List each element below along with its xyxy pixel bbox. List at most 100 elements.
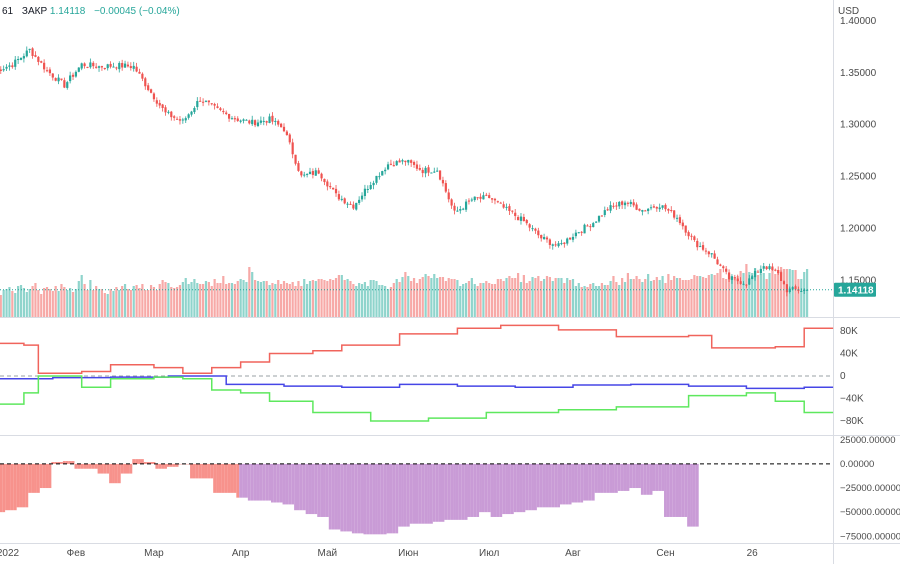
histogram-bar	[658, 463, 662, 491]
volume-bar	[777, 272, 780, 317]
candle-body	[736, 278, 739, 282]
volume-bar	[438, 277, 442, 317]
volume-bar	[384, 286, 387, 317]
volume-bars	[0, 264, 809, 317]
volume-bar	[193, 279, 196, 317]
histogram-bar	[380, 463, 384, 535]
histogram-bar	[481, 463, 485, 513]
volume-bar	[456, 280, 459, 317]
histogram-bar	[542, 463, 546, 508]
volume-bar	[236, 281, 239, 317]
histogram-bar	[57, 462, 61, 464]
candle-body	[291, 142, 294, 155]
volume-bar	[196, 283, 199, 317]
cot-tick-label: 80K	[840, 326, 858, 337]
candle-body	[22, 56, 25, 59]
volume-bar	[427, 276, 430, 317]
histogram-bar	[262, 463, 266, 501]
candle-body	[83, 63, 86, 67]
candle-body	[149, 89, 153, 93]
volume-bar	[123, 284, 127, 317]
volume-bar	[615, 282, 618, 317]
histogram-bar	[661, 463, 665, 491]
volume-bar	[655, 277, 658, 317]
histogram-bar	[198, 463, 202, 479]
candle-body	[297, 163, 300, 171]
volume-bar	[531, 277, 534, 317]
histogram-bar	[519, 463, 523, 513]
candle-body	[595, 221, 598, 223]
histogram-tick-label: −50000.00000	[840, 507, 900, 518]
volume-bar	[170, 287, 173, 317]
volume-bar	[424, 274, 427, 317]
candle-body	[355, 202, 358, 210]
volume-bar	[216, 283, 219, 317]
volume-bar	[57, 291, 60, 317]
histogram-bar	[120, 463, 124, 474]
candle-body	[34, 55, 37, 57]
volume-bar	[716, 273, 719, 317]
histogram-tick-label: 25000.00000	[840, 435, 895, 446]
volume-bar	[759, 274, 762, 317]
volume-bar	[690, 279, 693, 317]
histogram-bar	[273, 463, 277, 503]
candle-body	[693, 236, 696, 240]
candle-body	[765, 266, 768, 270]
histogram-bar	[143, 462, 147, 464]
candle-body	[456, 210, 459, 212]
histogram-bar	[135, 459, 139, 464]
candle-body	[178, 119, 182, 121]
histogram-bar	[403, 463, 407, 527]
candle-body	[392, 165, 395, 167]
histogram-bar	[571, 463, 575, 503]
candle-body	[725, 268, 728, 272]
candle-body	[618, 201, 621, 207]
candle-body	[19, 57, 23, 60]
candle-body	[606, 209, 609, 211]
histogram-bar	[239, 463, 243, 498]
candle-body	[239, 120, 242, 122]
volume-bar	[652, 280, 656, 317]
histogram-bar	[510, 463, 514, 515]
volume-bar	[8, 287, 11, 317]
candle-body	[788, 288, 791, 292]
volume-bar	[739, 271, 742, 317]
histogram-bar	[461, 463, 465, 520]
volume-bar	[184, 278, 187, 317]
histogram-bar	[204, 463, 208, 479]
price-axis[interactable]: 1.40000 1.35000 1.30000 1.25000 1.20000 1.150…	[840, 16, 900, 542]
volume-bar	[259, 282, 262, 317]
candle-body	[386, 164, 390, 170]
time-tick-label: 2022	[0, 548, 20, 559]
volume-bar	[548, 277, 551, 317]
histogram-bar	[216, 463, 219, 493]
histogram-bar	[164, 463, 167, 469]
histogram-bar	[5, 463, 9, 511]
histogram-bar	[22, 463, 26, 508]
candle-body	[563, 242, 566, 244]
histogram-bar	[169, 463, 173, 467]
histogram-bar	[103, 463, 107, 474]
histogram-bar	[664, 463, 667, 517]
histogram-bar	[652, 463, 656, 491]
volume-bar	[149, 285, 153, 317]
volume-bar	[291, 282, 294, 317]
volume-bar	[207, 282, 210, 317]
histogram-bar	[80, 463, 84, 469]
candle-body	[207, 100, 210, 103]
histogram-bar	[536, 463, 540, 508]
candle-body	[528, 224, 531, 228]
candle-body	[213, 103, 216, 106]
histogram-bar	[16, 463, 20, 508]
volume-bar	[45, 287, 49, 317]
candle-body	[199, 100, 202, 102]
histogram-bar	[351, 463, 355, 534]
candle-body	[395, 161, 398, 166]
histogram-bar	[236, 463, 240, 498]
volume-bar	[701, 277, 705, 317]
volume-bar	[17, 286, 20, 317]
histogram-bar	[60, 462, 63, 464]
time-axis[interactable]: 2022 Фев Мар Апр Май Июн Июл Авг Сен 26	[0, 548, 758, 559]
volume-bar	[268, 285, 271, 317]
volume-bar	[707, 275, 710, 317]
